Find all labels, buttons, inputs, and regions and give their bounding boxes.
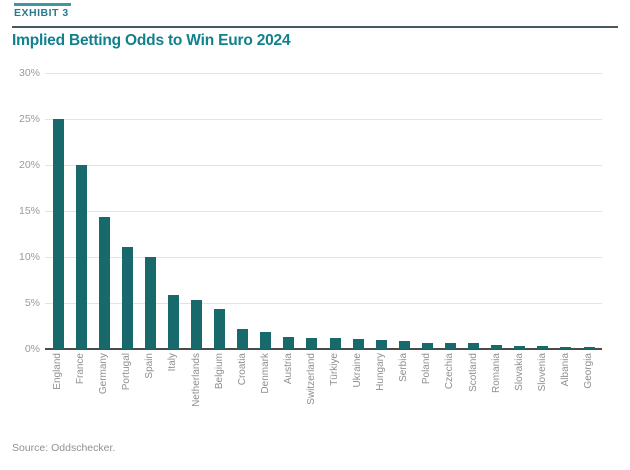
bar	[514, 346, 526, 349]
bar	[214, 308, 226, 349]
header-divider	[12, 26, 618, 28]
bar	[583, 347, 595, 349]
gridline	[45, 211, 602, 212]
bar	[306, 337, 318, 349]
x-axis-label: Slovakia	[513, 353, 525, 391]
bar	[398, 340, 410, 349]
bar	[75, 165, 87, 349]
x-axis-label: Croatia	[236, 353, 248, 386]
x-axis-label: Serbia	[398, 353, 410, 382]
bar	[144, 257, 156, 349]
x-axis-label: Italy	[167, 353, 179, 372]
x-axis-label: Poland	[421, 353, 433, 385]
bar	[329, 337, 341, 349]
bar	[260, 332, 272, 349]
gridline	[45, 165, 602, 166]
y-axis-tick-label: 25%	[18, 113, 40, 125]
bar	[283, 337, 295, 349]
bar	[491, 345, 503, 349]
x-axis-label: Portugal	[121, 353, 133, 391]
x-axis-label: Czechia	[444, 353, 456, 390]
bar	[352, 338, 364, 349]
x-axis-label: Albania	[559, 353, 571, 387]
x-axis-label: France	[75, 353, 87, 385]
x-axis-label: Belgium	[213, 353, 225, 390]
x-axis-label: Netherlands	[190, 353, 202, 407]
x-axis-label: Switzerland	[305, 353, 317, 405]
exhibit-label: EXHIBIT 3	[14, 7, 69, 19]
x-axis-label: Scotland	[467, 353, 479, 392]
bar	[560, 347, 572, 349]
x-axis-label: Georgia	[583, 353, 594, 389]
y-axis-tick-label: 5%	[24, 297, 40, 309]
x-axis-label: Slovenia	[536, 353, 548, 392]
y-axis-tick-label: 15%	[18, 205, 40, 217]
x-axis-label: Ukraine	[352, 353, 364, 388]
source-note: Source: Oddschecker.	[12, 442, 116, 454]
bar	[537, 346, 549, 349]
y-axis: 30% 25% 20% 15% 10% 5% 0%	[0, 67, 40, 355]
chart-title: Implied Betting Odds to Win Euro 2024	[12, 32, 291, 49]
bar	[237, 328, 249, 349]
bar	[375, 339, 387, 349]
x-axis-label: Türkiye	[329, 353, 341, 386]
exhibit-accent-line	[14, 3, 71, 6]
x-axis-label: Germany	[98, 353, 110, 395]
y-axis-tick-label: 0%	[24, 343, 40, 355]
gridline	[45, 119, 602, 120]
x-axis-label: Austria	[282, 353, 294, 385]
gridline	[45, 73, 602, 74]
gridline	[45, 303, 602, 304]
x-axis-baseline	[45, 348, 602, 350]
x-axis-label: Denmark	[259, 353, 271, 394]
y-axis-tick-label: 30%	[18, 67, 40, 79]
y-axis-tick-label: 10%	[18, 251, 40, 263]
bar	[121, 246, 133, 349]
plot-area	[45, 73, 602, 350]
x-axis-label: Spain	[144, 353, 156, 379]
x-axis-label: Hungary	[375, 353, 387, 391]
bar	[468, 342, 480, 349]
x-axis-label: Romania	[490, 353, 502, 394]
y-axis-tick-label: 20%	[18, 159, 40, 171]
bar	[167, 294, 179, 349]
bar	[98, 217, 110, 349]
x-axis-labels: England France Germany Portugal Spain Italy Ne…	[45, 353, 602, 435]
x-axis-label: England	[52, 353, 63, 390]
bar	[421, 342, 433, 349]
bar	[191, 300, 203, 349]
bar	[52, 119, 64, 349]
gridline	[45, 257, 602, 258]
bar	[444, 342, 456, 349]
